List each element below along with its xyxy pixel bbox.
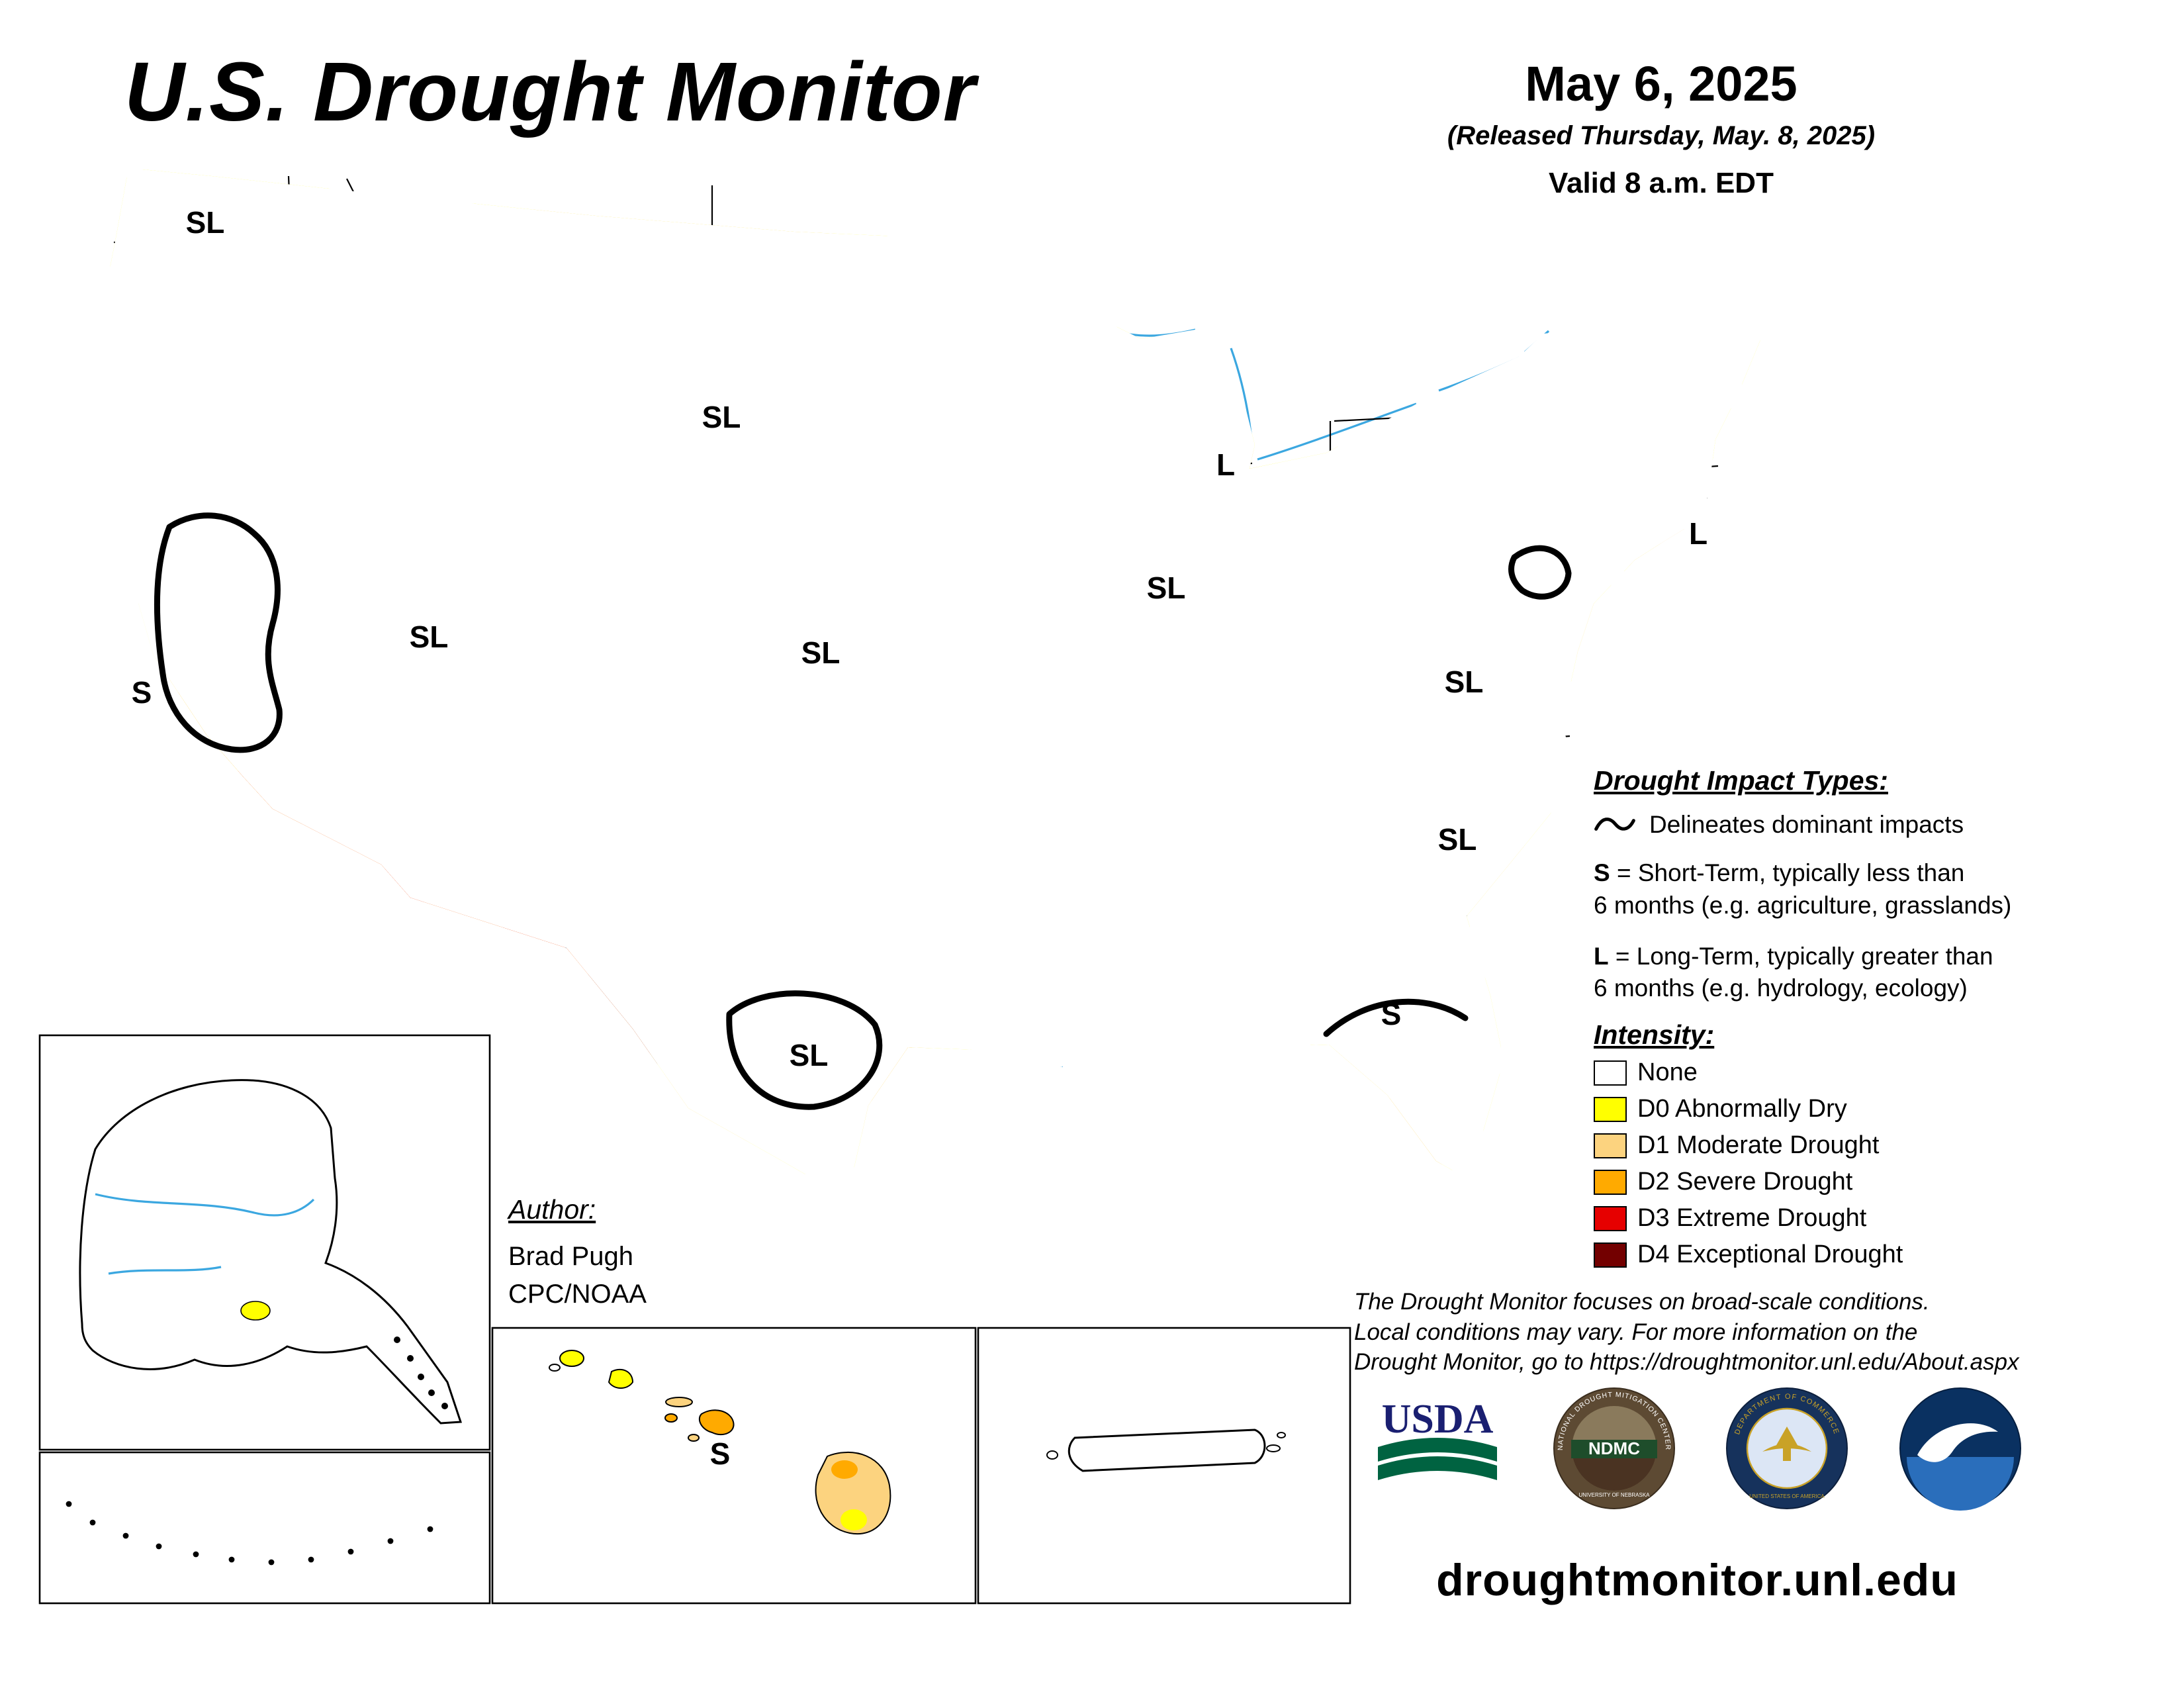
alaska-inset	[38, 1034, 491, 1451]
date-block: May 6, 2025 (Released Thursday, May. 8, …	[1377, 56, 1946, 200]
intensity-swatch	[1594, 1096, 1627, 1122]
intensity-rows: None D0 Abnormally Dry D1 Moderate Drought…	[1594, 1058, 2184, 1269]
intensity-label: None	[1637, 1058, 1698, 1086]
author-block: Author: Brad Pugh CPC/NOAA	[508, 1190, 647, 1313]
intensity-legend-heading: Intensity:	[1594, 1019, 1715, 1050]
page-title: U.S. Drought Monitor	[124, 45, 976, 138]
intensity-label: D1 Moderate Drought	[1637, 1131, 1880, 1159]
svg-text:UNITED STATES OF AMERICA: UNITED STATES OF AMERICA	[1750, 1493, 1825, 1499]
intensity-row: D1 Moderate Drought	[1594, 1131, 2184, 1160]
intensity-label: D2 Severe Drought	[1637, 1168, 1853, 1196]
impact-legend-heading: Drought Impact Types:	[1594, 765, 1888, 796]
map-date: May 6, 2025	[1525, 56, 1797, 111]
intensity-label: D4 Exceptional Drought	[1637, 1241, 1903, 1268]
delineates-note: Delineates dominant impacts	[1649, 811, 1964, 838]
intensity-legend: Intensity: None D0 Abnormally Dry D1 Moder…	[1594, 1019, 2184, 1269]
intensity-row: D3 Extreme Drought	[1594, 1204, 2184, 1233]
valid-time: Valid 8 a.m. EDT	[1549, 167, 1774, 199]
intensity-row: D0 Abnormally Dry	[1594, 1095, 2184, 1123]
intensity-label: D0 Abnormally Dry	[1637, 1095, 1847, 1123]
intensity-swatch	[1594, 1169, 1627, 1195]
intensity-row: None	[1594, 1058, 2184, 1087]
usda-logo: USDA	[1378, 1397, 1497, 1480]
intensity-row: D2 Severe Drought	[1594, 1168, 2184, 1196]
footer-url: droughtmonitor.unl.edu	[1436, 1555, 1958, 1605]
impact-legend: Drought Impact Types: Delineates dominan…	[1594, 765, 2184, 1005]
release-date: (Released Thursday, May. 8, 2025)	[1447, 121, 1876, 150]
long-term-definition: L = Long-Term, typically greater than 6 …	[1594, 942, 1993, 1002]
intensity-swatch	[1594, 1133, 1627, 1158]
author-org: CPC/NOAA	[508, 1280, 647, 1309]
intensity-swatch	[1594, 1060, 1627, 1086]
logo-row: USDA NATIONAL DROUGHT MITIGATION CENTER …	[1371, 1382, 2023, 1515]
disclaimer: The Drought Monitor focuses on broad-sca…	[1354, 1289, 2019, 1375]
svg-text:USDA: USDA	[1382, 1397, 1494, 1442]
squiggle-icon	[1594, 818, 1635, 831]
author-heading: Author:	[508, 1194, 596, 1225]
puerto-rico-inset	[977, 1327, 1351, 1605]
aleutians-inset	[38, 1451, 491, 1605]
us-outline-stroke	[98, 168, 1779, 1198]
intensity-swatch	[1594, 1205, 1627, 1231]
short-term-definition: S = Short-Term, typically less than 6 mo…	[1594, 859, 2012, 919]
intensity-label: D3 Extreme Drought	[1637, 1204, 1867, 1232]
impact-delineation-lines	[154, 512, 1572, 1110]
noaa-logo	[1899, 1387, 2021, 1511]
author-name: Brad Pugh	[508, 1242, 634, 1272]
intensity-row: D4 Exceptional Drought	[1594, 1241, 2184, 1269]
delineates-row: Delineates dominant impacts	[1594, 811, 2184, 839]
department-of-commerce-seal: DEPARTMENT OF COMMERCE UNITED STATES OF …	[1726, 1387, 1848, 1509]
hawaii-inset	[491, 1327, 977, 1605]
ndmc-logo: NATIONAL DROUGHT MITIGATION CENTER NDMC …	[1553, 1387, 1675, 1509]
svg-text:UNIVERSITY OF NEBRASKA: UNIVERSITY OF NEBRASKA	[1578, 1492, 1650, 1498]
intensity-swatch	[1594, 1242, 1627, 1268]
svg-text:NDMC: NDMC	[1588, 1438, 1640, 1458]
